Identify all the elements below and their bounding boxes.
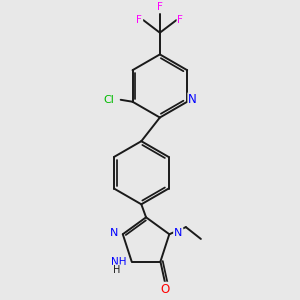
Text: O: O bbox=[160, 283, 170, 296]
Text: H: H bbox=[113, 265, 121, 275]
Text: F: F bbox=[177, 15, 183, 25]
Text: N: N bbox=[174, 228, 182, 238]
Text: NH: NH bbox=[111, 257, 126, 267]
Text: Cl: Cl bbox=[103, 95, 114, 105]
Text: N: N bbox=[110, 228, 118, 238]
Text: F: F bbox=[136, 15, 142, 25]
Text: F: F bbox=[157, 2, 163, 13]
Text: N: N bbox=[188, 93, 197, 106]
